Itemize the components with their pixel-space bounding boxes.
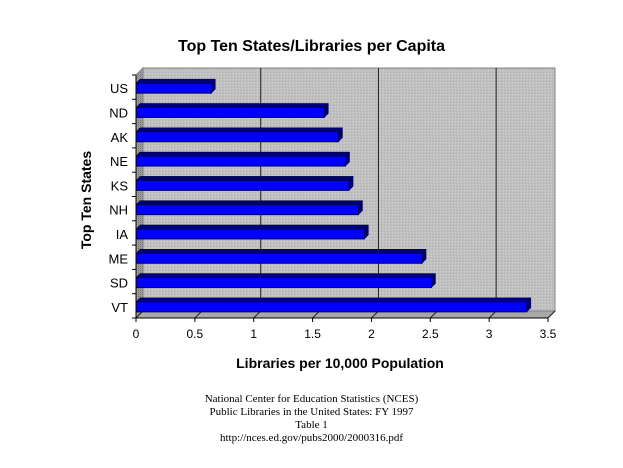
bar-me bbox=[135, 252, 423, 264]
x-tick-label: 3 bbox=[486, 327, 493, 341]
bar-ks bbox=[135, 179, 350, 191]
x-tick-label: 2 bbox=[368, 327, 375, 341]
bar-top-sd bbox=[135, 273, 437, 278]
bar-top-nh bbox=[135, 200, 364, 205]
source-line: National Center for Education Statistics… bbox=[204, 393, 419, 405]
y-tick-label: ME bbox=[109, 251, 129, 266]
y-tick-label: ND bbox=[109, 105, 128, 120]
bar-us bbox=[135, 82, 212, 94]
bar-vt bbox=[135, 301, 528, 313]
bar-ia bbox=[135, 228, 365, 240]
x-tick-label: 1 bbox=[250, 327, 257, 341]
bar-top-ak bbox=[135, 127, 344, 132]
x-tick-label: 1.5 bbox=[304, 327, 321, 341]
source-citation: National Center for Education Statistics… bbox=[0, 393, 623, 445]
y-tick-label: KS bbox=[111, 178, 129, 193]
bar-top-ks bbox=[135, 176, 354, 181]
bar-top-ia bbox=[135, 224, 369, 230]
y-tick-label: AK bbox=[111, 130, 129, 145]
bar-ak bbox=[135, 131, 339, 143]
y-tick-label: NH bbox=[109, 203, 128, 218]
chart-title: Top Ten States/Libraries per Capita bbox=[177, 38, 446, 55]
x-tick-label: 0 bbox=[133, 327, 140, 341]
x-tick-label: 3.5 bbox=[540, 327, 557, 341]
source-line: Public Libraries in the United States: F… bbox=[209, 406, 414, 418]
source-line: Table 1 bbox=[295, 419, 328, 431]
bar-ne bbox=[135, 155, 347, 167]
x-tick-label: 2.5 bbox=[422, 327, 439, 341]
bar-top-vt bbox=[135, 297, 532, 303]
y-tick-label: US bbox=[110, 81, 128, 96]
x-tick-label: 0.5 bbox=[187, 327, 204, 341]
bar-top-us bbox=[135, 78, 216, 84]
bar-sd bbox=[135, 277, 432, 289]
bar-nd bbox=[135, 106, 325, 118]
bar-nh bbox=[135, 204, 359, 216]
bar-top-ne bbox=[135, 151, 351, 157]
bar-top-nd bbox=[135, 103, 329, 108]
y-tick-label: IA bbox=[116, 227, 129, 242]
y-tick-label: VT bbox=[111, 300, 128, 315]
y-tick-label: NE bbox=[110, 154, 128, 169]
y-tick-label: SD bbox=[110, 276, 128, 291]
source-line: http://nces.ed.gov/pubs2000/2000316.pdf bbox=[219, 432, 403, 444]
bar-top-me bbox=[135, 249, 427, 254]
x-axis-label: Libraries per 10,000 Population bbox=[236, 355, 444, 371]
floor-tick bbox=[547, 310, 556, 319]
